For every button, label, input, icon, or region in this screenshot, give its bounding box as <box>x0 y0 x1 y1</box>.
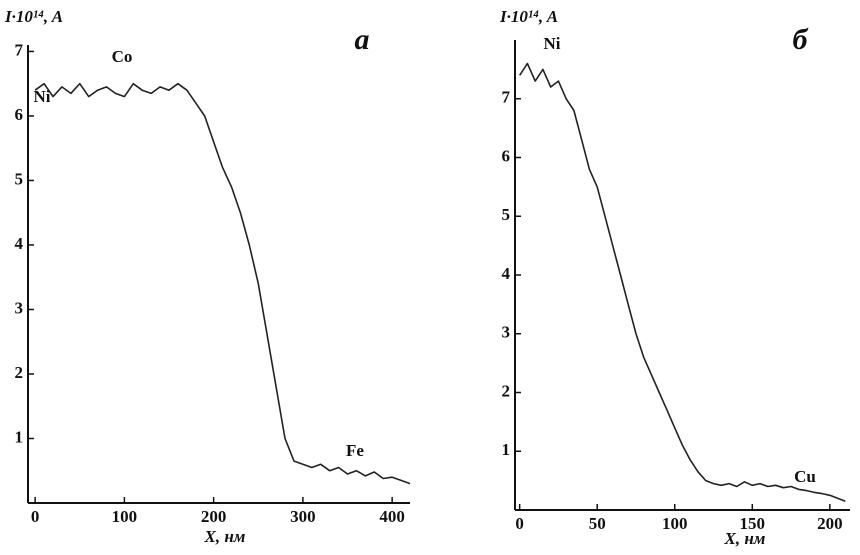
x-tick-label: 100 <box>662 514 688 533</box>
x-tick-label: 200 <box>201 507 227 526</box>
y-tick-label: 6 <box>502 146 511 165</box>
x-axis-label: X, нм <box>724 529 766 548</box>
y-axis-label: I·10¹⁴, A <box>499 7 558 26</box>
y-tick-label: 4 <box>15 234 24 253</box>
data-line <box>34 82 411 485</box>
y-tick-label: 4 <box>502 264 511 283</box>
x-tick-label: 200 <box>817 514 843 533</box>
x-tick-label: 0 <box>31 507 40 526</box>
y-tick-label: 3 <box>502 323 511 342</box>
x-axis-label: X, нм <box>204 527 246 546</box>
y-tick-label: 1 <box>15 427 24 446</box>
x-tick-label: 300 <box>290 507 316 526</box>
y-tick-label: 6 <box>15 105 24 124</box>
annotation: Cu <box>794 467 816 486</box>
x-tick-label: 0 <box>515 514 524 533</box>
annotation: Ni <box>34 87 51 106</box>
y-axis-label: I·10¹⁴, A <box>4 7 63 26</box>
x-tick-label: 400 <box>379 507 405 526</box>
y-tick-label: 1 <box>502 440 511 459</box>
y-tick-label: 7 <box>502 88 511 107</box>
y-tick-label: 2 <box>15 363 24 382</box>
annotation: Co <box>112 47 133 66</box>
annotation: Fe <box>346 441 364 460</box>
x-tick-label: 50 <box>589 514 606 533</box>
x-tick-label: 150 <box>740 514 766 533</box>
y-tick-label: 2 <box>502 381 511 400</box>
y-tick-label: 5 <box>15 169 24 188</box>
y-tick-label: 5 <box>502 205 511 224</box>
x-tick-label: 100 <box>112 507 138 526</box>
y-tick-label: 7 <box>15 40 24 59</box>
data-line <box>519 62 846 502</box>
annotation: Ni <box>544 34 561 53</box>
y-tick-label: 3 <box>15 298 24 317</box>
panel-label: а <box>355 23 370 56</box>
panel-label: б <box>793 23 809 56</box>
